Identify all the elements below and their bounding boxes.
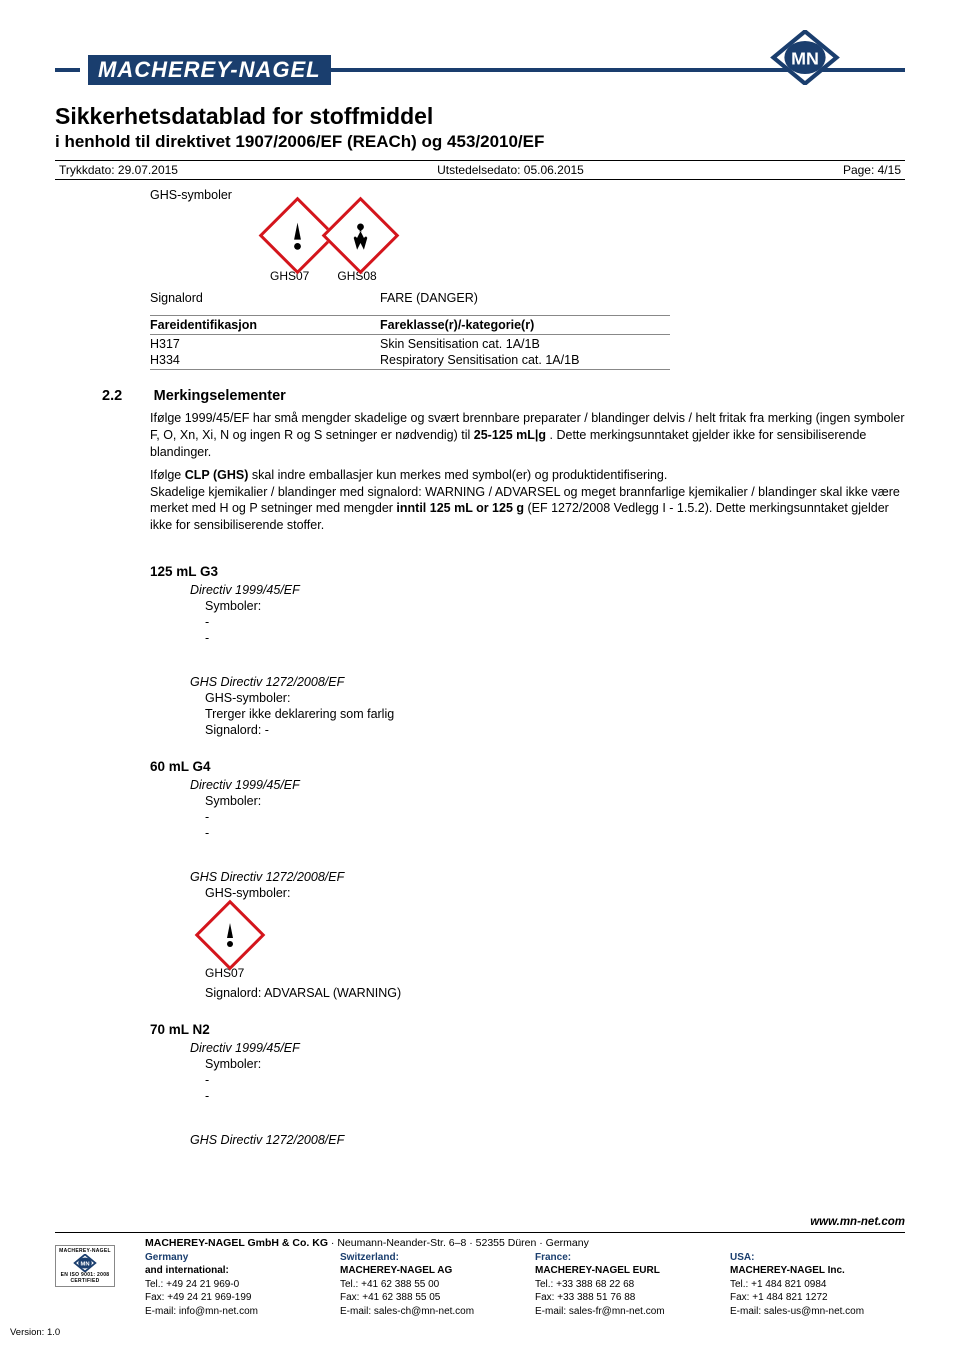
item-125ml-g3: 125 mL G3 bbox=[150, 564, 905, 579]
col3-l2: MACHEREY-NAGEL EURL bbox=[535, 1264, 710, 1278]
col2-fax: Fax: +41 62 388 55 05 bbox=[340, 1291, 515, 1305]
content: GHS-symboler GHS07 bbox=[55, 188, 905, 370]
signalord-dash-1: Signalord: - bbox=[205, 723, 905, 737]
ghs-pictograms bbox=[270, 208, 905, 263]
col1-fax: Fax: +49 24 21 969-199 bbox=[145, 1291, 320, 1305]
fareid-header: Fareidentifikasjon bbox=[150, 318, 380, 332]
exclamation-icon bbox=[281, 219, 315, 253]
ghs08-pictogram bbox=[322, 197, 400, 275]
col2-email: E-mail: sales-ch@mn-net.com bbox=[340, 1305, 515, 1319]
ghs-directive-1272-2: GHS Directiv 1272/2008/EF bbox=[190, 870, 905, 884]
ghs-symbols-label: GHS-symboler bbox=[150, 188, 905, 202]
dash-3a: - bbox=[205, 1073, 905, 1087]
mn-logo-text: MN bbox=[791, 48, 819, 68]
signalord-value: FARE (DANGER) bbox=[380, 291, 478, 305]
col4-l2: MACHEREY-NAGEL Inc. bbox=[730, 1264, 905, 1278]
footer-col-germany: Germany and international: Tel.: +49 24 … bbox=[145, 1251, 320, 1319]
footer-col-usa: USA: MACHEREY-NAGEL Inc. Tel.: +1 484 82… bbox=[730, 1251, 905, 1319]
dash-2a: - bbox=[205, 810, 905, 824]
ghs-pictogram-labels: GHS07 GHS08 bbox=[270, 269, 905, 283]
signalord-row: Signalord FARE (DANGER) bbox=[150, 291, 905, 305]
directive-9945-1: Directiv 1999/45/EF bbox=[190, 583, 905, 597]
cert-certified: CERTIFIED bbox=[70, 1278, 99, 1284]
mn-logo: MN bbox=[770, 30, 840, 85]
issue-date: Utstedelsedato: 05.06.2015 bbox=[437, 163, 584, 177]
bar-decor-left bbox=[55, 68, 80, 72]
col3-fax: Fax: +33 388 51 76 88 bbox=[535, 1291, 710, 1305]
h317-value: Skin Sensitisation cat. 1A/1B bbox=[380, 337, 540, 351]
ghs07-small-wrap bbox=[205, 910, 905, 960]
directive-9945-3: Directiv 1999/45/EF bbox=[190, 1041, 905, 1055]
signalord-label: Signalord bbox=[150, 291, 380, 305]
health-hazard-icon bbox=[344, 219, 378, 253]
fareklasse-header: Fareklasse(r)/-kategorie(r) bbox=[380, 318, 534, 332]
col2-tel: Tel.: +41 62 388 55 00 bbox=[340, 1278, 515, 1292]
ghs-symboler-colon-1: GHS-symboler: bbox=[205, 691, 905, 705]
website-url: www.mn-net.com bbox=[55, 1216, 905, 1228]
mn-logo-small: MN bbox=[71, 1254, 99, 1272]
version-label: Version: 1.0 bbox=[10, 1327, 60, 1338]
svg-text:MN: MN bbox=[80, 1261, 89, 1267]
h317-code: H317 bbox=[150, 337, 380, 351]
footer-logo-box: MACHEREY-NAGEL MN EN ISO 9001: 2008 CERT… bbox=[55, 1237, 145, 1319]
item-70ml-n2: 70 mL N2 bbox=[150, 1022, 905, 1037]
h334-value: Respiratory Sensitisation cat. 1A/1B bbox=[380, 353, 579, 367]
hazard-table: Fareidentifikasjon Fareklasse(r)/-katego… bbox=[150, 315, 670, 370]
doc-title: Sikkerhetsdatablad for stoffmiddel bbox=[55, 103, 905, 130]
ghs07-small-label: GHS07 bbox=[205, 966, 905, 980]
loc-france: France: bbox=[535, 1251, 710, 1265]
col1-tel: Tel.: +49 24 21 969-0 bbox=[145, 1278, 320, 1292]
section-2-2: 2.2 Merkingselementer Ifølge 1999/45/EF … bbox=[55, 388, 905, 1147]
page-number: Page: 4/15 bbox=[843, 163, 901, 177]
section-number: 2.2 bbox=[102, 388, 150, 404]
trerger-text: Trerger ikke deklarering som farlig bbox=[205, 707, 905, 721]
col3-tel: Tel.: +33 388 68 22 68 bbox=[535, 1278, 710, 1292]
meta-row: Trykkdato: 29.07.2015 Utstedelsedato: 05… bbox=[55, 160, 905, 180]
dash-3b: - bbox=[205, 1089, 905, 1103]
ghs07-small-pictogram bbox=[195, 900, 266, 971]
item-60ml-g4: 60 mL G4 bbox=[150, 759, 905, 774]
doc-subtitle: i henhold til direktivet 1907/2006/EF (R… bbox=[55, 132, 905, 152]
footer-col-switzerland: Switzerland: MACHEREY-NAGEL AG Tel.: +41… bbox=[340, 1251, 515, 1319]
dash-1a: - bbox=[205, 615, 905, 629]
col4-fax: Fax: +1 484 821 1272 bbox=[730, 1291, 905, 1305]
page: MACHEREY-NAGEL MN Sikkerhetsdatablad for… bbox=[0, 0, 960, 1348]
ghs-directive-1272-3: GHS Directiv 1272/2008/EF bbox=[190, 1133, 905, 1147]
loc-switzerland: Switzerland: bbox=[340, 1251, 515, 1265]
footer-divider bbox=[55, 1232, 905, 1233]
col4-tel: Tel.: +1 484 821 0984 bbox=[730, 1278, 905, 1292]
footer-company: MACHEREY-NAGEL GmbH & Co. KG · Neumann-N… bbox=[145, 1237, 905, 1249]
dash-1b: - bbox=[205, 631, 905, 645]
col1-email: E-mail: info@mn-net.com bbox=[145, 1305, 320, 1319]
loc-usa: USA: bbox=[730, 1251, 905, 1265]
symboler-label-3: Symboler: bbox=[205, 1057, 905, 1071]
section-para-2: Ifølge CLP (GHS) skal indre emballasjer … bbox=[150, 467, 905, 535]
brand-name: MACHEREY-NAGEL bbox=[88, 55, 331, 85]
section-heading: Merkingselementer bbox=[154, 388, 286, 404]
exclamation-icon bbox=[215, 920, 245, 950]
col1-l2: and international: bbox=[145, 1264, 320, 1278]
section-para-1: Ifølge 1999/45/EF har små mengder skadel… bbox=[150, 410, 905, 461]
ghs07-label: GHS07 bbox=[270, 269, 309, 283]
ghs-directive-1272-1: GHS Directiv 1272/2008/EF bbox=[190, 675, 905, 689]
dash-2b: - bbox=[205, 826, 905, 840]
h334-code: H334 bbox=[150, 353, 380, 367]
directive-9945-2: Directiv 1999/45/EF bbox=[190, 778, 905, 792]
signalord-advarsal: Signalord: ADVARSAL (WARNING) bbox=[205, 986, 905, 1000]
footer: www.mn-net.com MACHEREY-NAGEL MN EN ISO … bbox=[55, 1216, 905, 1319]
symboler-label-1: Symboler: bbox=[205, 599, 905, 613]
ghs-symboler-colon-2: GHS-symboler: bbox=[205, 886, 905, 900]
loc-germany: Germany bbox=[145, 1251, 320, 1265]
cert-logo: MACHEREY-NAGEL MN EN ISO 9001: 2008 CERT… bbox=[55, 1245, 115, 1287]
col2-l2: MACHEREY-NAGEL AG bbox=[340, 1264, 515, 1278]
col3-email: E-mail: sales-fr@mn-net.com bbox=[535, 1305, 710, 1319]
symboler-label-2: Symboler: bbox=[205, 794, 905, 808]
print-date: Trykkdato: 29.07.2015 bbox=[59, 163, 178, 177]
col4-email: E-mail: sales-us@mn-net.com bbox=[730, 1305, 905, 1319]
footer-col-france: France: MACHEREY-NAGEL EURL Tel.: +33 38… bbox=[535, 1251, 710, 1319]
